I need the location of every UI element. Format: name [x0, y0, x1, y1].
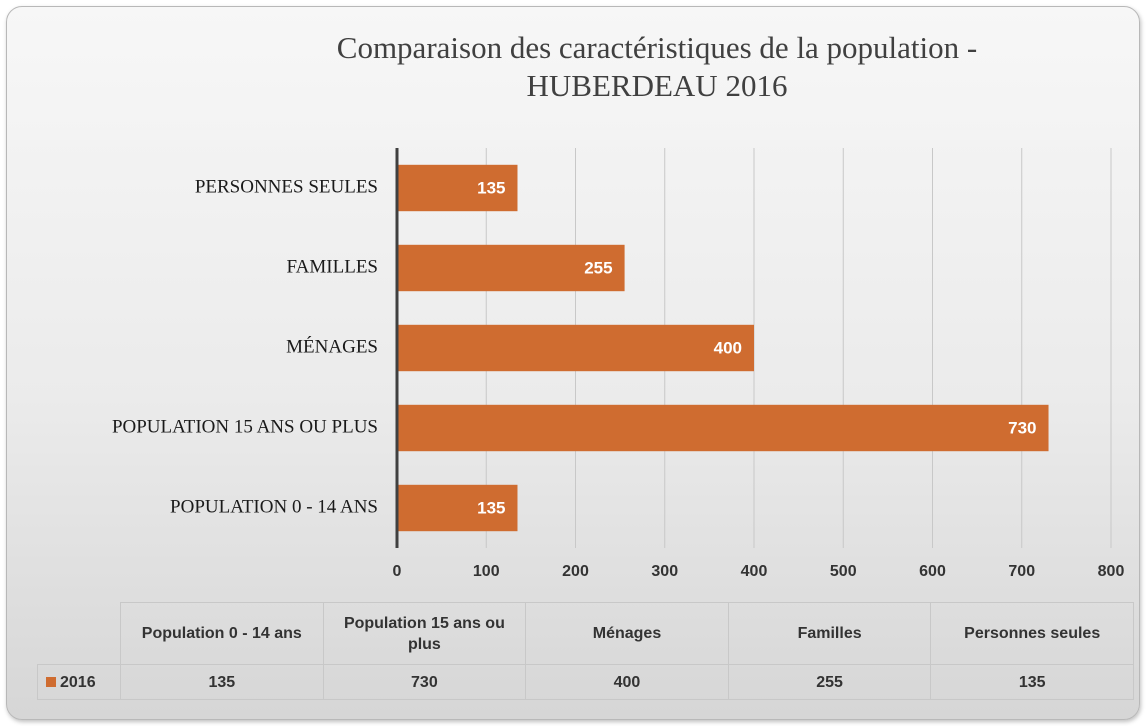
x-tick-label: 700: [1008, 563, 1035, 580]
table-cell: 255: [727, 664, 932, 700]
x-tick-label: 600: [919, 563, 946, 580]
y-tick-label: POPULATION 15 ANS OU PLUS: [112, 416, 378, 437]
data-label: 255: [584, 258, 612, 277]
y-tick-label: FAMILLES: [287, 256, 378, 277]
table-header: Ménages: [525, 602, 729, 665]
x-tick-label: 100: [473, 563, 500, 580]
x-tick-label: 0: [393, 563, 402, 580]
legend-swatch: [46, 677, 56, 687]
bar: [397, 164, 518, 212]
data-label: 135: [477, 178, 505, 197]
y-tick-label: POPULATION 0 - 14 ANS: [170, 496, 378, 517]
table-cell: 730: [322, 664, 527, 700]
x-tick-label: 200: [562, 563, 589, 580]
table-header: Population 15 ans ou plus: [322, 602, 527, 665]
data-label: 400: [714, 338, 742, 357]
x-tick-label: 400: [741, 563, 768, 580]
table-cell: 400: [525, 664, 729, 700]
x-tick-label: 300: [651, 563, 678, 580]
legend-cell: 2016: [37, 664, 121, 700]
data-label: 730: [1008, 418, 1036, 437]
bar: [397, 404, 1049, 452]
bar: [397, 324, 754, 372]
table-cell: 135: [120, 664, 324, 700]
table-header: Familles: [727, 602, 932, 665]
bar: [397, 484, 518, 532]
bar: [397, 244, 625, 292]
table-header: Population 0 - 14 ans: [120, 602, 324, 665]
table-cell: 135: [930, 664, 1134, 700]
legend-label: 2016: [60, 673, 96, 691]
data-label: 135: [477, 498, 505, 517]
x-tick-label: 800: [1098, 563, 1125, 580]
y-tick-label: PERSONNES SEULES: [195, 176, 378, 197]
chart-title: Comparaison des caractéristiques de la p…: [336, 30, 978, 103]
y-tick-label: MÉNAGES: [286, 335, 378, 357]
table-header: Personnes seules: [930, 602, 1134, 665]
x-tick-label: 500: [830, 563, 857, 580]
